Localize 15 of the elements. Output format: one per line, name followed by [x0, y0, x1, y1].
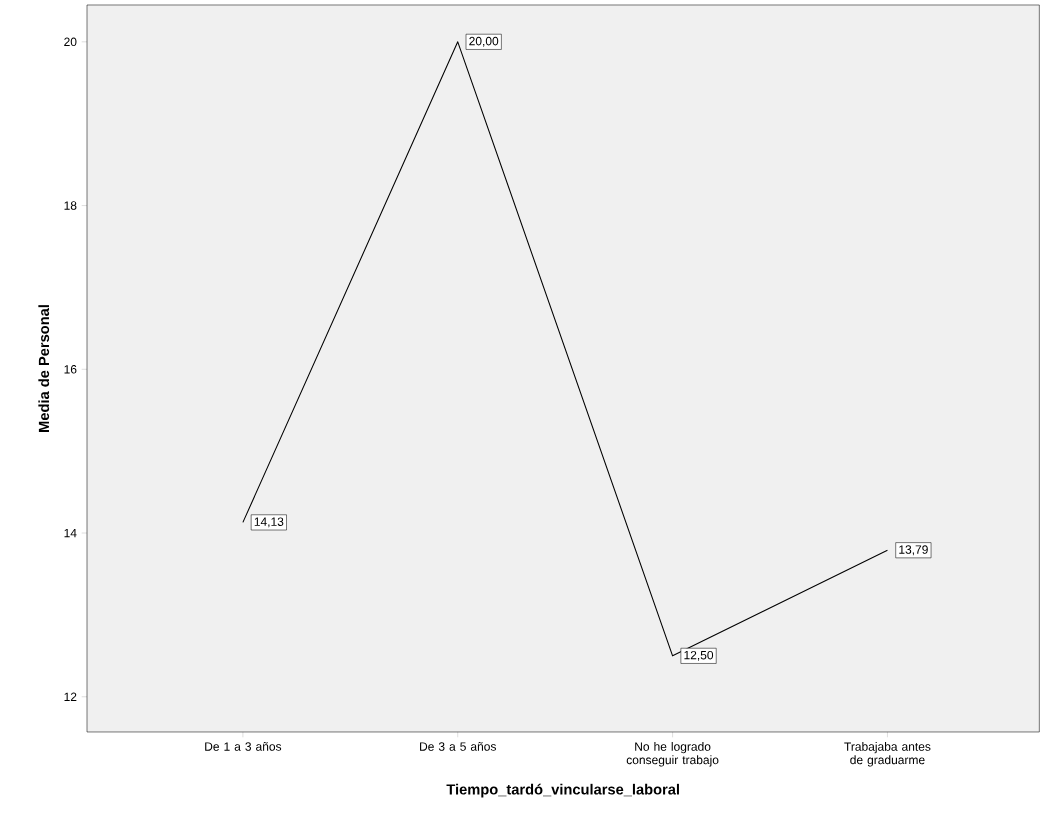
- y-axis-title: Media de Personal: [38, 305, 50, 432]
- y-tick-label: 16: [64, 365, 77, 374]
- y-tick-label: 20: [64, 37, 77, 47]
- x-tick-label: De 3 a 5 años: [420, 742, 496, 751]
- x-tick-label: De 1 a 3 años: [205, 742, 282, 751]
- x-axis-title: Tiempo_tardó_vincularse_laboral: [446, 783, 679, 798]
- y-tick-label: 12: [64, 692, 77, 701]
- data-label: 12,50: [684, 650, 714, 661]
- x-tick-label: Trabajaba antes de graduarme: [844, 742, 931, 767]
- y-tick-label: 18: [64, 201, 77, 210]
- data-label: 20,00: [469, 36, 499, 47]
- data-label: 13,79: [899, 545, 928, 556]
- y-tick-label: 14: [64, 528, 77, 538]
- x-tick-label: No he logrado conseguir trabajo: [626, 742, 719, 767]
- data-label: 14,13: [254, 517, 284, 528]
